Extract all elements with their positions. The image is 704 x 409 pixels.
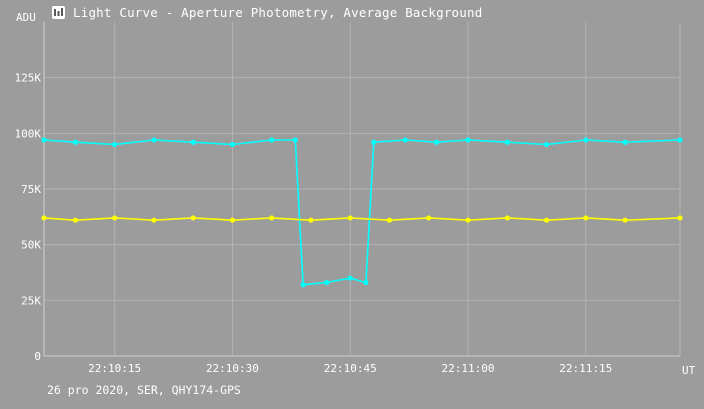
axes: 0 25K 50K 75K 100K 125K 22:10:15 22:10:30 22:10:… [15,22,681,375]
series-1 [41,137,683,288]
x-axis-label: UT [682,364,696,377]
series-2 [41,215,683,223]
y-tick-label: 0 [34,350,41,363]
data-point [324,279,330,286]
data-point [363,279,369,286]
footer-info: 26 pro 2020, SER, QHY174-GPS [47,383,241,397]
data-point [308,217,314,223]
window-title: Light Curve - Aperture Photometry, Avera… [73,4,483,20]
data-point [112,141,118,148]
x-tick-label: 22:10:15 [88,362,141,375]
x-tick-label: 22:11:15 [559,362,612,375]
data-point [229,141,236,148]
data-point [433,139,440,145]
data-point [269,215,275,221]
data-point [504,139,510,145]
data-point [504,215,510,221]
data-point [72,139,79,145]
data-point [190,215,196,221]
data-point [151,137,157,143]
data-point [583,137,589,143]
y-tick-label: 25K [21,294,41,307]
data-point [190,139,196,145]
data-point [347,215,353,221]
data-point [292,137,298,143]
x-tick-label: 22:11:00 [442,362,495,375]
data-point [347,275,353,281]
x-tick-label: 22:10:45 [324,362,377,375]
y-tick-label: 75K [21,183,41,196]
data-point [300,282,306,288]
data-point [465,137,471,143]
data-point [677,215,683,221]
grid-lines [44,22,680,356]
y-tick-label: 100K [15,127,42,140]
x-tick-label: 22:10:30 [206,362,259,375]
data-point [622,217,628,223]
data-point [151,217,157,223]
y-axis-label: ADU [16,11,36,24]
axis-labels: ADU UT [16,11,696,377]
data-point [426,215,432,221]
data-point [41,215,47,221]
data-point [402,137,408,143]
light-curve-app-icon [52,5,65,19]
data-point [583,215,589,221]
data-point [371,139,377,145]
y-tick-label: 125K [15,72,42,85]
data-point [269,137,275,143]
data-point [465,217,471,223]
data-point [72,217,79,223]
data-point [543,217,550,223]
data-point [677,137,683,143]
title-bar: Light Curve - Aperture Photometry, Avera… [52,3,482,21]
series-line [43,139,681,286]
data-point [112,215,118,221]
data-point [229,217,236,223]
series-layer [41,137,683,288]
data-point [386,217,393,223]
data-point [622,139,628,145]
data-point [543,141,550,148]
y-tick-label: 50K [21,239,41,252]
data-point [41,137,47,143]
